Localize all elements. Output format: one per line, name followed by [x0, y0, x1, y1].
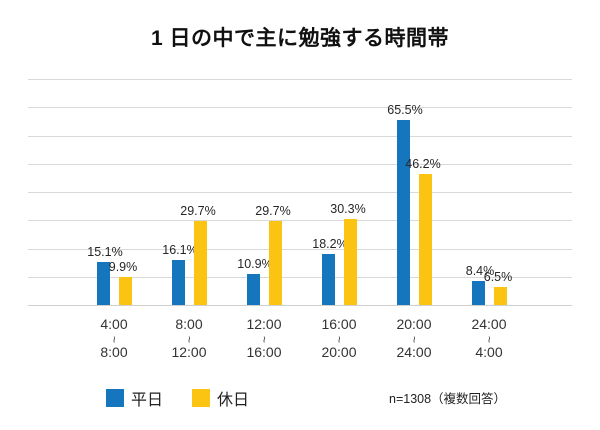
chart-title: 1 日の中で主に勉強する時間帯	[150, 27, 449, 50]
range-start: 4:00	[100, 316, 128, 332]
weekday-label: 平日	[131, 392, 164, 409]
bar-休日-3	[268, 221, 282, 305]
range-separator: ~	[107, 335, 122, 344]
range-end: 24:00	[396, 344, 432, 360]
data-label-平日-5: 65.5%	[387, 102, 423, 117]
range-end: 20:00	[321, 344, 357, 360]
range-end: 16:00	[246, 344, 282, 360]
range-separator: ~	[482, 335, 497, 344]
bar-休日-6	[493, 286, 507, 305]
x-axis-label-1: 4:00 ~8:00	[76, 317, 152, 359]
range-end: 12:00	[171, 344, 207, 360]
gridline-70	[28, 107, 572, 109]
x-axis-label-6: 24:00 ~4:00	[451, 317, 527, 359]
legend-item-holiday: 休日	[192, 386, 249, 410]
legend: 平日 休日	[106, 386, 249, 410]
data-label-平日-3: 10.9%	[237, 257, 273, 272]
range-separator: ~	[407, 335, 422, 344]
range-start: 16:00	[321, 316, 357, 332]
data-label-休日-5: 46.2%	[405, 157, 441, 172]
gridline-30	[28, 220, 572, 222]
range-start: 12:00	[246, 316, 282, 332]
sample-size-note: n=1308（複数回答）	[389, 392, 507, 406]
range-separator: ~	[332, 335, 347, 344]
gridline-80	[28, 79, 572, 80]
holiday-swatch	[192, 389, 211, 407]
bar-休日-1	[118, 277, 132, 305]
data-label-休日-3: 29.7%	[255, 204, 291, 219]
range-start: 24:00	[471, 316, 507, 332]
range-end: 4:00	[475, 344, 503, 360]
x-axis-label-5: 20:00 ~24:00	[376, 317, 452, 359]
range-end: 8:00	[100, 344, 128, 360]
data-label-平日-1: 15.1%	[87, 245, 123, 260]
bar-平日-5	[396, 119, 410, 305]
gridline-10	[28, 276, 572, 278]
x-axis-label-3: 12:00 ~16:00	[226, 317, 302, 359]
bar-平日-4	[321, 253, 335, 305]
data-label-休日-4: 30.3%	[330, 202, 366, 217]
range-separator: ~	[257, 335, 272, 344]
data-label-休日-2: 29.7%	[180, 204, 216, 219]
range-separator: ~	[182, 335, 197, 344]
gridline-40	[28, 192, 572, 193]
x-axis-line	[28, 305, 572, 306]
bar-平日-3	[246, 274, 260, 305]
gridline-20	[28, 248, 572, 250]
bar-休日-2	[193, 221, 207, 305]
range-start: 8:00	[175, 316, 203, 332]
bar-平日-2	[171, 259, 185, 305]
data-label-平日-4: 18.2%	[312, 236, 348, 251]
x-axis-label-2: 8:00 ~12:00	[151, 317, 227, 359]
holiday-label: 休日	[217, 392, 250, 409]
weekday-swatch	[106, 389, 124, 407]
bar-休日-4	[343, 219, 357, 305]
gridline-50	[28, 163, 572, 165]
range-start: 20:00	[396, 316, 432, 332]
bar-休日-5	[418, 174, 432, 305]
data-label-休日-6: 6.5%	[483, 269, 513, 284]
legend-item-weekday: 平日	[106, 386, 163, 410]
data-label-休日-1: 9.9%	[108, 260, 138, 275]
data-label-平日-2: 16.1%	[162, 242, 198, 257]
x-axis-label-4: 16:00 ~20:00	[301, 317, 377, 359]
bar-平日-1	[96, 262, 110, 305]
data-label-平日-6: 8.4%	[465, 264, 495, 279]
bar-平日-6	[471, 281, 485, 305]
gridline-60	[28, 135, 572, 137]
